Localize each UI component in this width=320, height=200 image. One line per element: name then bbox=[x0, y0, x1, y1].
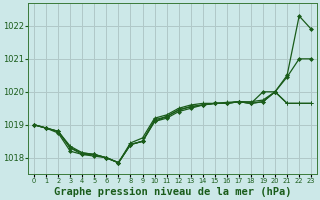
X-axis label: Graphe pression niveau de la mer (hPa): Graphe pression niveau de la mer (hPa) bbox=[54, 187, 292, 197]
